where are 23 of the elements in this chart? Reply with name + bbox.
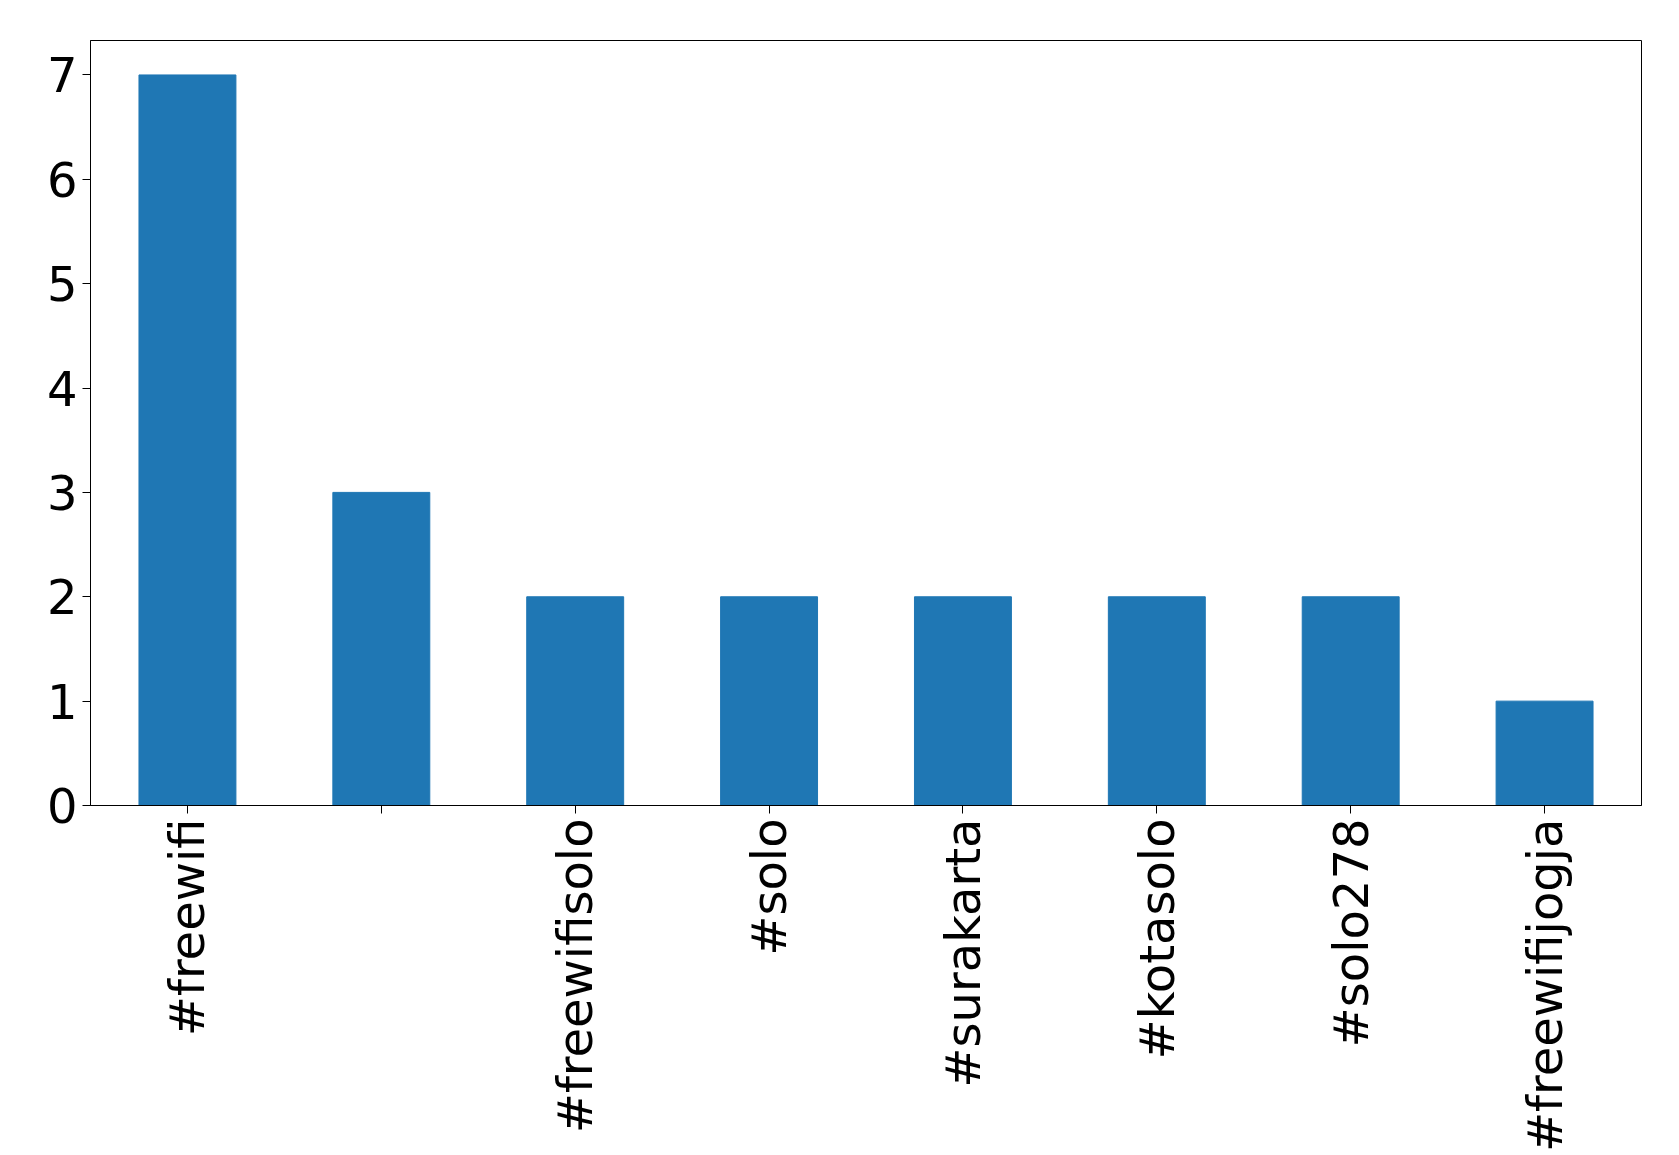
bar [332,491,431,806]
y-tick-label: 1 [46,673,78,730]
x-tick-label: #freewifijogja [1516,818,1573,1153]
bar [1495,700,1594,806]
y-tick-label: 7 [46,47,78,104]
bar [1301,596,1400,806]
x-tick-label: #surakarta [934,818,991,1088]
y-tick-label: 4 [46,360,78,417]
bar [526,596,625,806]
y-tick-label: 6 [46,151,78,208]
x-tick-label: #solo [741,818,798,956]
x-tick-label: #solo278 [1322,818,1379,1048]
bar [913,596,1012,806]
bar [138,74,237,806]
x-tick-label: #kotasolo [1128,818,1185,1060]
y-tick-label: 2 [46,569,78,626]
y-tick-label: 3 [46,464,78,521]
x-tick-label: #freewifisolo [547,818,604,1134]
bar [720,596,819,806]
y-tick-label: 5 [46,256,78,313]
x-tick-label: #freewifi [159,818,216,1037]
y-tick-label: 0 [46,778,78,834]
bar [1107,596,1206,806]
